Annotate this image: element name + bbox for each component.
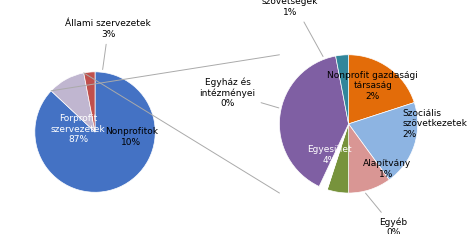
Text: Nonprofitok
10%: Nonprofitok 10%: [105, 127, 158, 146]
Wedge shape: [327, 124, 349, 193]
Text: Egyház és
intézményei
0%: Egyház és intézményei 0%: [200, 77, 279, 108]
Text: Érdekvédelmi
szervezetek, szakmai
szövetségek
1%: Érdekvédelmi szervezetek, szakmai szövet…: [241, 0, 338, 56]
Text: Egyéb
0%: Egyéb 0%: [366, 193, 408, 234]
Wedge shape: [84, 72, 95, 132]
Wedge shape: [336, 55, 349, 124]
Text: Állami szervezetek
3%: Állami szervezetek 3%: [65, 19, 151, 69]
Text: Szociális
szövetkezetek
2%: Szociális szövetkezetek 2%: [403, 109, 467, 139]
Wedge shape: [35, 72, 155, 192]
Wedge shape: [280, 56, 349, 186]
Text: Forprofit
szervezetek
87%: Forprofit szervezetek 87%: [51, 114, 105, 144]
Text: Alapítvány
1%: Alapítvány 1%: [362, 159, 411, 179]
Wedge shape: [349, 55, 414, 124]
Wedge shape: [51, 73, 95, 132]
Text: Nonprofit gazdasági
társaság
2%: Nonprofit gazdasági társaság 2%: [327, 71, 418, 101]
Text: Egyesület
4%: Egyesület 4%: [307, 145, 351, 165]
Wedge shape: [349, 124, 389, 193]
Wedge shape: [319, 124, 349, 190]
Wedge shape: [349, 102, 418, 180]
